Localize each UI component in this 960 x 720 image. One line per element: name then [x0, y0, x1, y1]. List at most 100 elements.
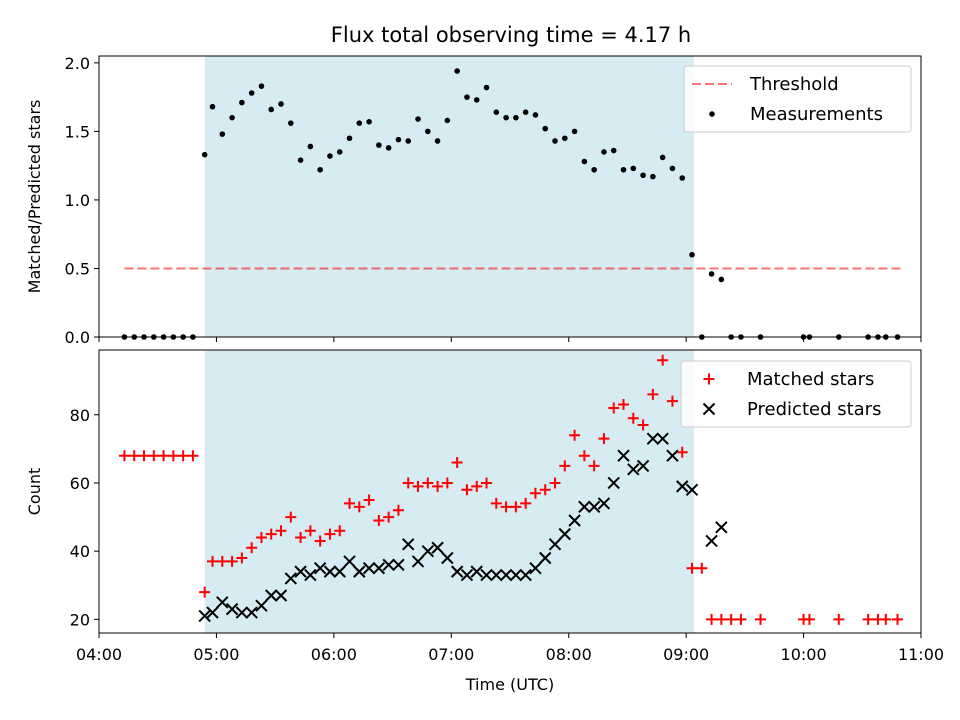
predicted-point	[284, 572, 298, 585]
predicted-point	[519, 568, 532, 582]
measurement-point	[532, 112, 539, 118]
predicted-point	[627, 463, 640, 476]
matched-point	[167, 450, 179, 462]
predicted-point	[333, 565, 346, 578]
measurement-point	[327, 153, 333, 159]
predicted-point	[392, 558, 405, 572]
predicted-point	[362, 562, 376, 575]
predicted-point	[274, 589, 288, 602]
predicted-point	[715, 521, 728, 534]
predicted-point	[353, 565, 366, 578]
measurement-point	[366, 118, 372, 125]
matched-point	[402, 477, 414, 489]
matched-point	[334, 525, 346, 537]
legend-label: Predicted stars	[747, 399, 881, 420]
measurement-point	[209, 103, 216, 110]
measurement-point	[434, 138, 441, 144]
matched-point	[715, 613, 727, 625]
matched-point	[608, 402, 620, 414]
matched-point	[216, 555, 228, 567]
legend: Threshold Measurements	[683, 65, 912, 133]
matched-point	[451, 457, 463, 469]
matched-point	[637, 419, 649, 431]
predicted-point	[431, 541, 444, 554]
matched-point	[324, 528, 336, 540]
predicted-point	[206, 606, 219, 619]
measurement-point	[464, 94, 470, 100]
matched-point	[246, 542, 258, 554]
legend: Matched stars Predicted stars	[680, 360, 912, 428]
measurement-point	[336, 149, 343, 155]
predicted-point	[480, 568, 493, 582]
predicted-point	[490, 568, 503, 582]
matched-point	[803, 613, 815, 625]
x-tick-label: 11:00	[898, 645, 944, 664]
matched-point	[598, 433, 610, 445]
matched-point	[236, 552, 248, 564]
predicted-point	[343, 555, 356, 568]
measurement-point	[718, 276, 725, 283]
matched-point	[373, 514, 385, 526]
matched-point	[383, 511, 395, 523]
measurement-point	[454, 68, 460, 74]
predicted-point	[617, 449, 630, 462]
matched-point	[510, 501, 522, 513]
matched-point	[199, 586, 211, 598]
matched-point	[578, 450, 590, 462]
predicted-point	[548, 538, 562, 551]
matched-point	[559, 460, 571, 472]
matched-point	[128, 450, 140, 462]
matched-point	[392, 504, 404, 516]
predicted-point	[372, 562, 386, 575]
matched-point	[118, 450, 130, 462]
matched-point	[588, 460, 600, 472]
matched-point	[177, 450, 189, 462]
matched-point	[892, 613, 904, 625]
measurement-point	[356, 120, 363, 126]
measurement-point	[640, 172, 646, 179]
matched-point	[275, 525, 287, 537]
matched-point	[880, 613, 892, 625]
measurement-point	[229, 114, 235, 121]
measurement-point	[219, 131, 226, 137]
measurement-point	[601, 149, 607, 155]
y-axis-label: Matched/Predicted stars	[25, 100, 44, 294]
measurement-point	[473, 97, 480, 103]
matched-point	[862, 613, 874, 625]
measurement-point	[346, 135, 353, 142]
predicted-point	[666, 449, 679, 462]
predicted-point	[294, 565, 307, 578]
matched-point	[265, 528, 277, 540]
predicted-point	[685, 483, 699, 497]
predicted-point	[225, 602, 239, 616]
predicted-point	[578, 500, 591, 514]
measurement-point	[562, 135, 568, 142]
bottom-panel: 04:00 05:00 06:00 07:00 08:00 09:00 10:00 11:00…	[25, 349, 944, 694]
y-tick-label: 40	[70, 542, 90, 561]
series-matched-stars	[118, 354, 904, 625]
measurement-point	[239, 99, 245, 106]
matched-point	[363, 494, 375, 506]
observing-window-shade	[204, 56, 694, 337]
matched-point	[500, 501, 512, 513]
predicted-point	[607, 476, 620, 490]
measurement-point	[415, 116, 421, 122]
predicted-point	[265, 589, 278, 602]
matched-point	[520, 497, 532, 509]
predicted-point	[509, 568, 523, 582]
legend-box	[680, 360, 912, 428]
matched-point	[627, 412, 639, 424]
measurement-point	[630, 165, 637, 172]
series-predicted-stars	[198, 432, 728, 623]
measurement-point	[689, 251, 695, 258]
predicted-point	[587, 500, 601, 514]
matched-point	[138, 450, 150, 462]
measurement-point	[483, 84, 490, 91]
predicted-point	[676, 480, 689, 493]
predicted-point	[646, 432, 660, 445]
measurement-point	[669, 165, 676, 172]
matched-point	[569, 429, 581, 441]
matched-point	[657, 354, 669, 366]
matched-point	[725, 613, 737, 625]
axes-frame	[98, 55, 922, 338]
